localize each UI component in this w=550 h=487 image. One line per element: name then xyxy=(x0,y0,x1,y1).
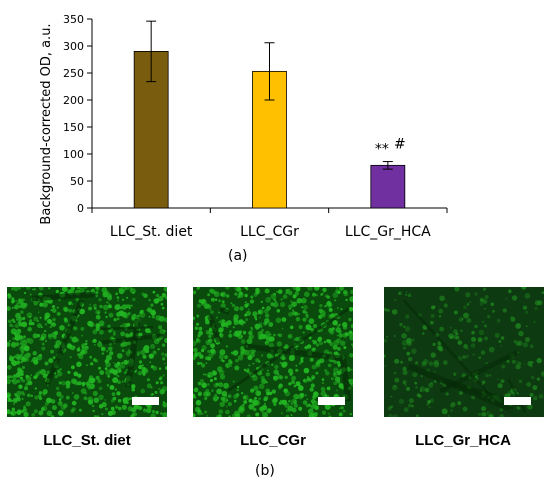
y-tick-label: 100 xyxy=(63,148,84,161)
micrograph-st-diet-image xyxy=(7,287,167,417)
micrograph-label-cgr: LLC_CGr xyxy=(240,432,306,449)
plot-area: 0 50 100 150 200 250 300 350 LLC_St. diet LLC_CGr… xyxy=(63,13,448,240)
y-tick-label: 350 xyxy=(63,13,84,26)
micrograph-cgr-image xyxy=(193,287,353,417)
micrograph-gr-hca xyxy=(384,287,544,417)
category-label: LLC_CGr xyxy=(240,224,299,240)
panel-label-b: (b) xyxy=(255,463,275,479)
category-label: LLC_Gr_HCA xyxy=(345,224,431,240)
y-tick-label: 0 xyxy=(77,202,84,215)
bar-chart: 0 50 100 150 200 250 300 350 LLC_St. diet LLC_CGr… xyxy=(39,13,448,240)
scale-bar xyxy=(318,397,345,405)
y-tick-label: 150 xyxy=(63,121,84,134)
y-tick-label: 200 xyxy=(63,94,84,107)
micrograph-gr-hca-image xyxy=(384,287,544,417)
y-tick-label: 50 xyxy=(70,175,84,188)
y-tick-label: 300 xyxy=(63,40,84,53)
micrograph-cgr xyxy=(193,287,353,417)
scale-bar xyxy=(504,397,531,405)
category-label: LLC_St. diet xyxy=(110,224,193,240)
y-tick-label: 250 xyxy=(63,67,84,80)
significance-annotation: # xyxy=(394,137,406,153)
panel-label-a: (a) xyxy=(228,248,248,264)
micrograph-label-st-diet: LLC_St. diet xyxy=(43,432,131,449)
significance-annotation: ** xyxy=(375,142,389,158)
y-axis-label: Background-corrected OD, a.u. xyxy=(39,23,54,224)
micrograph-label-gr-hca: LLC_Gr_HCA xyxy=(415,432,511,449)
bar xyxy=(370,164,406,209)
scale-bar xyxy=(132,397,159,405)
micrograph-st-diet xyxy=(7,287,167,417)
